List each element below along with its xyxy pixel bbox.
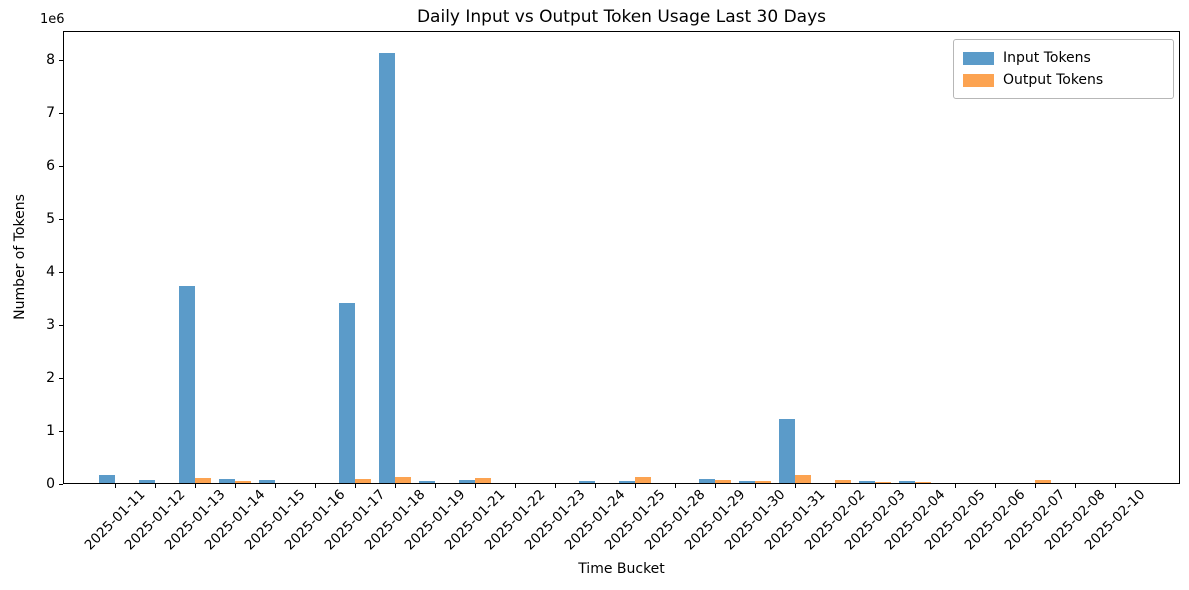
x-tick-mark [115, 484, 116, 488]
y-tick-mark [59, 166, 63, 167]
bar-output [395, 476, 411, 483]
y-tick-label: 1 [46, 423, 55, 439]
y-tick-label: 7 [46, 105, 55, 121]
x-tick-mark [675, 484, 676, 488]
bar-input [619, 480, 635, 483]
x-tick-mark [595, 484, 596, 488]
y-tick-label: 6 [46, 158, 55, 174]
bar-input [139, 479, 155, 483]
bar-output [635, 477, 651, 483]
y-tick-mark [59, 484, 63, 485]
bar-output [875, 481, 891, 483]
bar-output [915, 481, 931, 483]
chart-title: Daily Input vs Output Token Usage Last 3… [416, 7, 827, 27]
x-tick-mark [1035, 484, 1036, 488]
bar-output [195, 477, 211, 483]
y-tick-mark [59, 378, 63, 379]
x-axis-label: Time Bucket [578, 561, 665, 577]
x-tick-mark [235, 484, 236, 488]
y-tick-label: 2 [46, 370, 55, 386]
x-tick-mark [555, 484, 556, 488]
bar-input [459, 480, 475, 483]
x-tick-mark [1075, 484, 1076, 488]
bar-output [355, 478, 371, 483]
x-tick-mark [795, 484, 796, 488]
x-tick-mark [755, 484, 756, 488]
legend-item-output: Output Tokens [963, 69, 1164, 91]
y-tick-label: 4 [46, 264, 55, 280]
y-tick-mark [59, 113, 63, 114]
x-tick-mark [1115, 484, 1116, 488]
y-tick-mark [59, 219, 63, 220]
bar-input [259, 480, 275, 483]
x-tick-mark [835, 484, 836, 488]
x-tick-mark [435, 484, 436, 488]
bar-output [835, 480, 851, 483]
y-tick-label: 0 [46, 476, 55, 492]
y-tick-mark [59, 60, 63, 61]
bar-output [755, 481, 771, 483]
x-tick-mark [195, 484, 196, 488]
legend-label-output-tokens: Output Tokens [1003, 72, 1104, 88]
bar-input [899, 480, 915, 483]
x-tick-mark [955, 484, 956, 488]
x-tick-mark [395, 484, 396, 488]
x-tick-mark [995, 484, 996, 488]
y-tick-label: 3 [46, 317, 55, 333]
legend: Input Tokens Output Tokens [953, 39, 1174, 99]
x-tick-mark [875, 484, 876, 488]
bar-input [699, 478, 715, 483]
x-tick-mark [635, 484, 636, 488]
x-tick-mark [715, 484, 716, 488]
y-tick-label: 5 [46, 211, 55, 227]
bar-input [379, 52, 395, 483]
legend-swatch-input-tokens [963, 51, 994, 65]
x-tick-mark [515, 484, 516, 488]
x-tick-mark [915, 484, 916, 488]
bar-output [235, 480, 251, 483]
bar-input [739, 481, 755, 483]
y-tick-label: 8 [46, 52, 55, 68]
bar-input [579, 480, 595, 483]
bar-input [419, 480, 435, 483]
x-tick-mark [155, 484, 156, 488]
bar-input [179, 285, 195, 483]
legend-swatch-output-tokens [963, 73, 994, 87]
legend-item-input: Input Tokens [963, 47, 1164, 69]
legend-label-input-tokens: Input Tokens [1003, 50, 1091, 66]
bar-input [219, 479, 235, 483]
plot-area [63, 31, 1180, 484]
y-tick-mark [59, 325, 63, 326]
x-tick-mark [475, 484, 476, 488]
y-tick-mark [59, 431, 63, 432]
bar-input [339, 302, 355, 483]
x-tick-mark [275, 484, 276, 488]
y-tick-mark [59, 272, 63, 273]
bar-output [715, 480, 731, 483]
bar-output [1035, 480, 1051, 483]
bar-input [779, 419, 795, 483]
x-tick-mark [315, 484, 316, 488]
bar-output [475, 478, 491, 483]
x-tick-mark [355, 484, 356, 488]
y-axis-offset-label: 1e6 [40, 12, 65, 27]
bar-input [99, 475, 115, 483]
bar-output [795, 475, 811, 483]
bar-input [859, 480, 875, 483]
